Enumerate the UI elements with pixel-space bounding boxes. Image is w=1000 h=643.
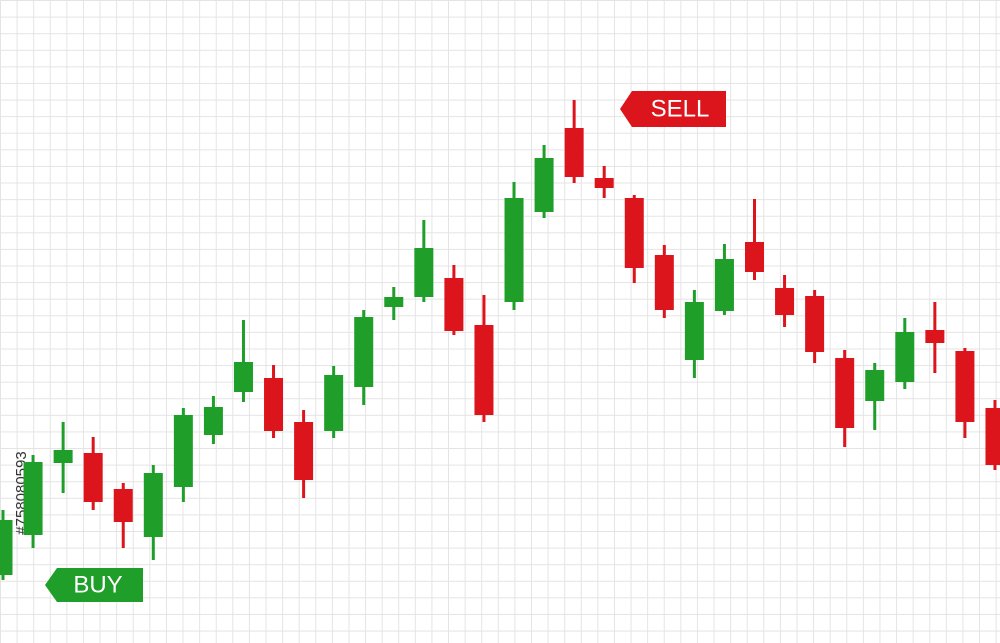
sell-tag: SELL [620, 91, 726, 127]
buy-tag-bg [45, 568, 143, 602]
body [203, 407, 223, 435]
body [354, 317, 374, 387]
body [865, 370, 885, 401]
body [233, 362, 253, 392]
body [624, 198, 644, 268]
body [83, 453, 103, 502]
body [745, 242, 764, 272]
body [835, 358, 855, 428]
buy-tag: BUY [45, 568, 143, 602]
body [684, 302, 704, 360]
body [23, 462, 43, 535]
body [474, 325, 494, 415]
body [173, 415, 193, 487]
body [504, 198, 524, 302]
body [895, 332, 915, 382]
body [113, 489, 133, 522]
body [414, 248, 434, 297]
body [324, 375, 344, 431]
body [534, 158, 554, 212]
body [0, 520, 13, 575]
body [985, 408, 1000, 465]
body [53, 450, 73, 463]
body [594, 178, 614, 188]
body [775, 288, 795, 315]
body [444, 278, 464, 331]
body [805, 296, 825, 352]
body [564, 128, 584, 177]
body [143, 473, 163, 537]
body [654, 255, 674, 310]
body [714, 259, 734, 311]
body [294, 422, 314, 480]
body [264, 378, 284, 431]
buy-label: BUY [73, 571, 122, 598]
body [925, 330, 945, 343]
body [384, 297, 404, 307]
sell-tag-bg [620, 91, 726, 127]
body [955, 351, 975, 422]
sell-label: SELL [651, 95, 710, 122]
